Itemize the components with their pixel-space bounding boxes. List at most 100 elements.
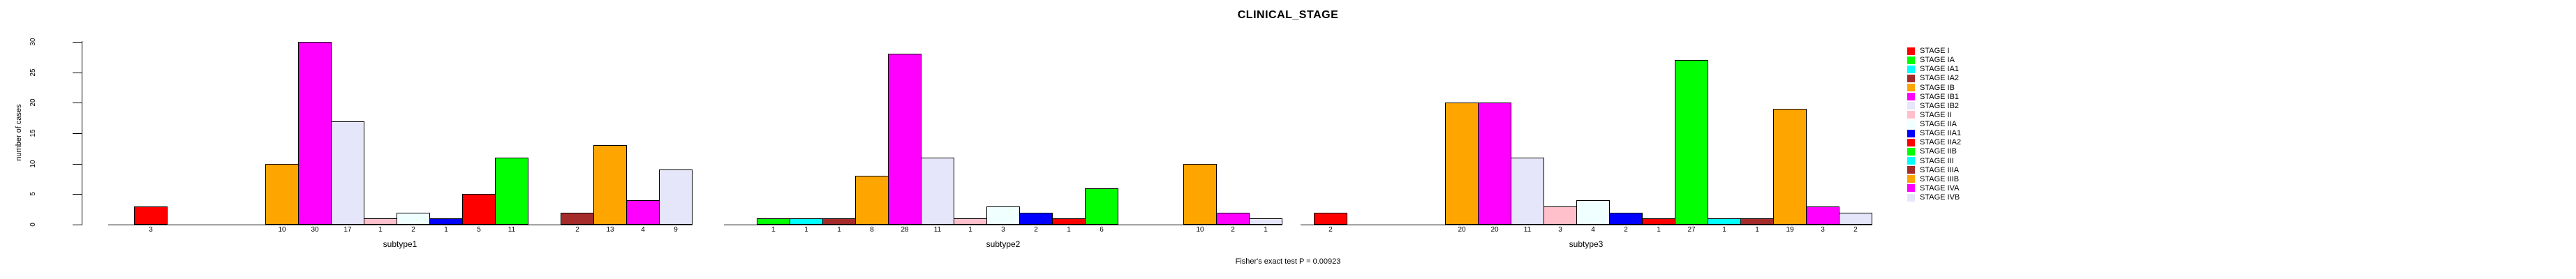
legend-swatch-stage-iia1 xyxy=(1907,130,1915,137)
y-tick-label: 5 xyxy=(29,192,37,196)
legend-label-stage-iiib: STAGE IIIB xyxy=(1920,175,1960,183)
y-tick-label: 0 xyxy=(29,223,37,227)
y-tick xyxy=(73,133,82,134)
bar-stage-ia1-subtype2 xyxy=(790,218,823,225)
bar-stage-iva-subtype3 xyxy=(1806,206,1840,225)
bar-stage-iia2-subtype2 xyxy=(1052,218,1086,225)
bar-stage-ii-subtype3 xyxy=(1544,206,1577,225)
y-tick-label: 15 xyxy=(29,129,37,137)
bar-value-label: 2 xyxy=(1328,226,1333,234)
bar-value-label: 2 xyxy=(1624,226,1628,234)
bar-value-label: 3 xyxy=(1001,226,1005,234)
bar-stage-iiib-subtype1 xyxy=(593,145,627,225)
legend-label-stage-ia: STAGE IA xyxy=(1920,56,1955,64)
legend-label-stage-ib1: STAGE IB1 xyxy=(1920,93,1960,101)
legend-swatch-stage-iib xyxy=(1907,148,1915,156)
legend-swatch-stage-ia xyxy=(1907,56,1915,64)
bar-value-label: 4 xyxy=(641,226,645,234)
legend-label-stage-iia1: STAGE IIA1 xyxy=(1920,129,1962,137)
bar-stage-iia1-subtype3 xyxy=(1609,213,1643,225)
bar-value-label: 1 xyxy=(771,226,776,234)
legend-swatch-stage-ia1 xyxy=(1907,66,1915,73)
bar-stage-ib-subtype1 xyxy=(265,164,299,225)
bar-value-label: 3 xyxy=(1558,226,1562,234)
bar-value-label: 20 xyxy=(1490,226,1499,234)
bar-value-label: 3 xyxy=(149,226,153,234)
y-tick-label: 20 xyxy=(29,98,37,107)
y-tick xyxy=(73,194,82,195)
bar-value-label: 1 xyxy=(1722,226,1726,234)
bar-stage-iiia-subtype3 xyxy=(1740,218,1774,225)
legend-label-stage-iia2: STAGE IIA2 xyxy=(1920,138,1962,146)
bar-value-label: 1 xyxy=(1657,226,1661,234)
legend-swatch-stage-iiia xyxy=(1907,166,1915,174)
bar-stage-iia-subtype1 xyxy=(397,213,430,225)
bar-stage-iib-subtype3 xyxy=(1675,60,1708,225)
legend: STAGE I STAGE IA STAGE IA1 STAGE IA2 STAGE I… xyxy=(1902,42,2021,209)
legend-label-stage-iva: STAGE IVA xyxy=(1920,184,1960,193)
bar-value-label: 30 xyxy=(311,226,319,234)
x-axis-group-label-subtype1: subtype1 xyxy=(383,239,417,249)
legend-swatch-stage-iiib xyxy=(1907,175,1915,183)
y-tick-label: 30 xyxy=(29,38,37,46)
bar-value-label: 28 xyxy=(901,226,909,234)
legend-label-stage-ii: STAGE II xyxy=(1920,111,1952,119)
legend-label-stage-ib2: STAGE IB2 xyxy=(1920,102,1960,110)
legend-label-stage-iii: STAGE III xyxy=(1920,157,1954,165)
bar-value-label: 4 xyxy=(1591,226,1595,234)
legend-swatch-stage-ii xyxy=(1907,111,1915,119)
bar-stage-ib1-subtype1 xyxy=(298,42,332,225)
bar-value-label: 10 xyxy=(1196,226,1204,234)
legend-label-stage-i: STAGE I xyxy=(1920,47,1950,55)
legend-swatch-stage-ivb xyxy=(1907,194,1915,202)
bar-stage-iii-subtype3 xyxy=(1708,218,1741,225)
bar-stage-ia-subtype2 xyxy=(757,218,790,225)
legend-swatch-stage-ia2 xyxy=(1907,75,1915,82)
bar-stage-ib1-subtype3 xyxy=(1478,103,1511,225)
bar-stage-iiib-subtype2 xyxy=(1183,164,1217,225)
bar-stage-iia-subtype2 xyxy=(986,206,1020,225)
bar-stage-ivb-subtype1 xyxy=(659,169,693,225)
bar-value-label: 1 xyxy=(804,226,808,234)
bar-value-label: 1 xyxy=(968,226,972,234)
legend-label-stage-ib: STAGE IB xyxy=(1920,84,1955,92)
bar-value-label: 11 xyxy=(1523,226,1532,234)
fisher-test-annotation: Fisher's exact test P = 0.00923 xyxy=(1235,257,1341,266)
x-axis-group-label-subtype3: subtype3 xyxy=(1569,239,1604,249)
bar-value-label: 3 xyxy=(1821,226,1825,234)
bar-stage-iia-subtype3 xyxy=(1576,200,1610,225)
bar-value-label: 1 xyxy=(1264,226,1268,234)
bar-stage-iia1-subtype1 xyxy=(429,218,463,225)
y-axis-label: number of cases xyxy=(15,104,23,161)
legend-label-stage-ia1: STAGE IA1 xyxy=(1920,65,1960,73)
y-tick xyxy=(73,42,82,43)
legend-label-stage-iiia: STAGE IIIA xyxy=(1920,166,1960,174)
bar-value-label: 19 xyxy=(1786,226,1794,234)
bar-value-label: 20 xyxy=(1458,226,1466,234)
legend-label-stage-iib: STAGE IIB xyxy=(1920,147,1957,156)
legend-swatch-stage-iii xyxy=(1907,157,1915,165)
bar-stage-ib2-subtype2 xyxy=(921,158,954,225)
legend-swatch-stage-iva xyxy=(1907,184,1915,192)
bar-value-label: 11 xyxy=(933,226,942,234)
bar-stage-iia2-subtype3 xyxy=(1642,218,1675,225)
bar-stage-ib2-subtype3 xyxy=(1511,158,1544,225)
bar-stage-iia1-subtype2 xyxy=(1019,213,1053,225)
bar-stage-iva-subtype2 xyxy=(1216,213,1250,225)
bar-value-label: 2 xyxy=(1231,226,1235,234)
bar-value-label: 2 xyxy=(575,226,579,234)
bar-stage-ivb-subtype3 xyxy=(1839,213,1872,225)
bar-stage-iiia-subtype1 xyxy=(561,213,594,225)
bar-value-label: 10 xyxy=(278,226,286,234)
y-tick-label: 10 xyxy=(29,160,37,168)
bar-value-label: 8 xyxy=(870,226,874,234)
bar-value-label: 9 xyxy=(674,226,678,234)
bar-value-label: 1 xyxy=(1067,226,1071,234)
bar-value-label: 13 xyxy=(606,226,614,234)
bar-stage-ii-subtype2 xyxy=(954,218,987,225)
bar-stage-ia2-subtype2 xyxy=(822,218,856,225)
bar-stage-i-subtype1 xyxy=(134,206,168,225)
legend-label-stage-iia: STAGE IIA xyxy=(1920,120,1957,128)
bar-value-label: 2 xyxy=(411,226,415,234)
